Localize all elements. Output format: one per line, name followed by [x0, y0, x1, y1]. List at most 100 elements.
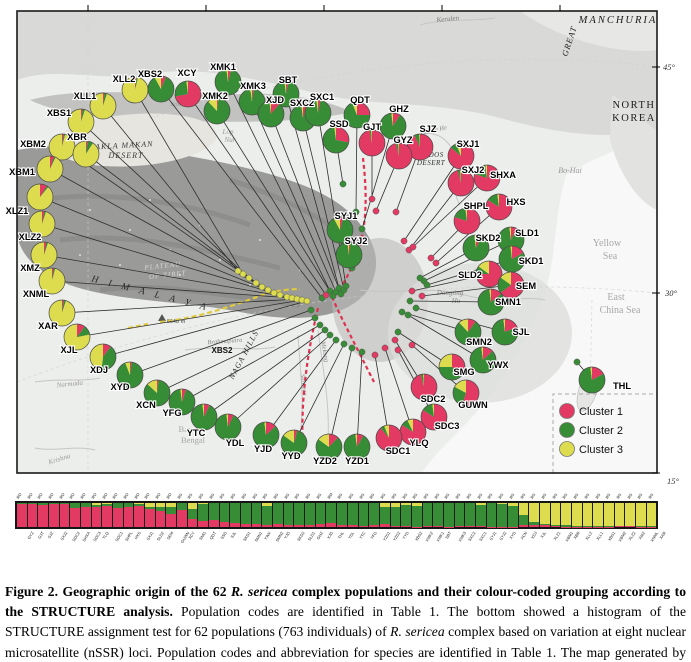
- location-dot-ydl: [326, 331, 334, 339]
- location-dot-skd1: [423, 281, 431, 289]
- leader-line-ywx: [407, 314, 484, 361]
- species-label-ydl: RS: [337, 492, 345, 500]
- species-label-ywx: RS: [251, 492, 259, 500]
- histogram-bar-xlz2: [614, 503, 626, 527]
- pie-yzd1: [343, 433, 371, 461]
- bar-segment-cluster1: [379, 524, 390, 527]
- pie-sxc1-slice: [316, 99, 318, 113]
- geo-label-salween: Salween: [299, 374, 309, 396]
- location-dot-ssd: [339, 180, 347, 188]
- map-figure: MANCHURIAGREATKerulenNORTHKOREABo-HaiYel…: [5, 5, 680, 486]
- population-label-sxc1: SXC1: [310, 92, 334, 102]
- pie-sxc2-slice: [301, 104, 303, 118]
- pie-xbr-outline: [72, 140, 100, 168]
- pie-xmk3-slice: [252, 88, 254, 102]
- species-label-xbs2: RS: [401, 492, 409, 500]
- pie-yyd: [280, 429, 308, 457]
- caption-segment-5: complex based on variation at eight nucl…: [5, 624, 686, 660]
- pie-xmk3-slice: [250, 88, 252, 102]
- pie-sxj1-slice: [447, 143, 474, 169]
- leader-line-xyd: [129, 309, 312, 376]
- location-dot-xll2: [239, 270, 247, 278]
- histogram-bar-xjl: [529, 503, 540, 527]
- pie-yzd2-outline: [315, 433, 343, 461]
- pie-sld1-slice: [497, 227, 524, 253]
- pie-gjt-slice: [369, 130, 372, 143]
- population-label-sxj2: SXJ2: [462, 165, 485, 175]
- pie-yzd1-slice: [357, 434, 364, 447]
- pie-shxa: [473, 164, 501, 192]
- graticule-line: [17, 286, 657, 383]
- location-dot-yjd: [332, 336, 340, 344]
- population-label-smn1: SMN1: [495, 297, 521, 307]
- histogram-bar-sxc2: [454, 503, 466, 527]
- bar-segment-cluster1: [475, 526, 486, 527]
- species-label-sxj2: RO: [47, 492, 56, 500]
- pie-xbr: [72, 140, 100, 168]
- pie-sxj1-outline: [447, 142, 475, 170]
- geo-label-kerulen: Kerulen: [435, 14, 460, 24]
- species-label-guwn: RO: [165, 492, 174, 500]
- bar-segment-cluster1: [91, 506, 102, 527]
- pie-syj1-slice: [327, 217, 354, 244]
- pie-sdc3: [420, 403, 448, 431]
- population-label-syj2: SYJ2: [345, 236, 368, 246]
- terrain-speckle: [259, 239, 261, 241]
- pie-xmk1: [214, 68, 242, 96]
- population-label-yfg: YFG: [162, 408, 181, 418]
- pie-skd1-slice: [510, 245, 512, 259]
- pie-ssd-slice: [336, 127, 350, 143]
- location-dot-xbm2: [252, 279, 260, 287]
- species-label-xlz1: RS: [540, 492, 548, 500]
- pie-shpl-outline: [453, 207, 481, 235]
- histogram-bar-sdc3: [81, 503, 92, 527]
- pie-xdj-slice: [101, 346, 117, 371]
- leader-line-xdj: [102, 300, 308, 358]
- pie-sxc1: [304, 99, 332, 127]
- population-label-xll1: XLL1: [74, 91, 97, 101]
- pie-shpl: [453, 207, 481, 235]
- pie-smg-outline: [438, 353, 466, 381]
- leader-line-xbr: [85, 153, 263, 288]
- leader-line-ydl: [227, 334, 331, 428]
- histogram-bar-sbt: [433, 503, 444, 527]
- pie-xbs2-slice: [148, 76, 175, 102]
- histogram-bar-sdc2: [59, 503, 71, 527]
- histogram-bar-shxa: [70, 503, 82, 527]
- pie-xbm2-slice: [48, 134, 75, 160]
- population-labels-layer: XLL2XLL1XBS1XBM2XBRXBM1XLZ1XLZ2XMZXNMLXA…: [5, 61, 633, 467]
- bar-segment-cluster2: [59, 503, 70, 504]
- bar-segment-cluster3: [401, 503, 411, 505]
- pop-code-label-thl: THL: [337, 531, 346, 540]
- histogram-bar-xyd: [497, 503, 508, 527]
- species-label-xbs1: RS: [594, 492, 602, 500]
- pop-code-label-shpl: SHPL: [124, 531, 135, 543]
- bar-segment-cluster1: [326, 522, 337, 527]
- bar-segment-cluster3: [145, 503, 155, 507]
- leader-lines-layer: [39, 81, 593, 448]
- bar-segment-cluster3: [614, 503, 625, 526]
- bar-segment-cluster3: [198, 503, 209, 505]
- pie-sdc2-slice: [411, 374, 438, 400]
- pie-syj2-slice: [335, 242, 363, 268]
- bar-segment-cluster2: [379, 506, 390, 525]
- pie-gyz-slice: [386, 142, 413, 169]
- graticule-line: [149, 58, 657, 119]
- pie-ywx-outline: [469, 346, 497, 374]
- pie-ydl-slice: [226, 414, 228, 427]
- histogram-bar-xmk1: [422, 503, 434, 527]
- pie-xdj-outline: [89, 343, 117, 371]
- geo-label-desert: DESERT: [416, 159, 446, 167]
- bar-segment-cluster2: [177, 503, 187, 510]
- leader-line-sxj2: [408, 182, 462, 251]
- pop-code-label-skd2: SKD2: [296, 531, 306, 543]
- species-label-xmk2: RS: [412, 492, 420, 500]
- pie-xjl-outline: [63, 323, 91, 351]
- species-label-xlz2: RS: [615, 492, 623, 500]
- species-label-sxj1: RO: [133, 492, 141, 500]
- bar-segment-cluster2: [390, 506, 401, 527]
- bar-segment-cluster3: [411, 503, 422, 506]
- population-label-yzd2: YZD2: [313, 456, 337, 466]
- pie-sjl: [491, 318, 519, 346]
- geo-label-yellow: Yellow: [593, 238, 622, 249]
